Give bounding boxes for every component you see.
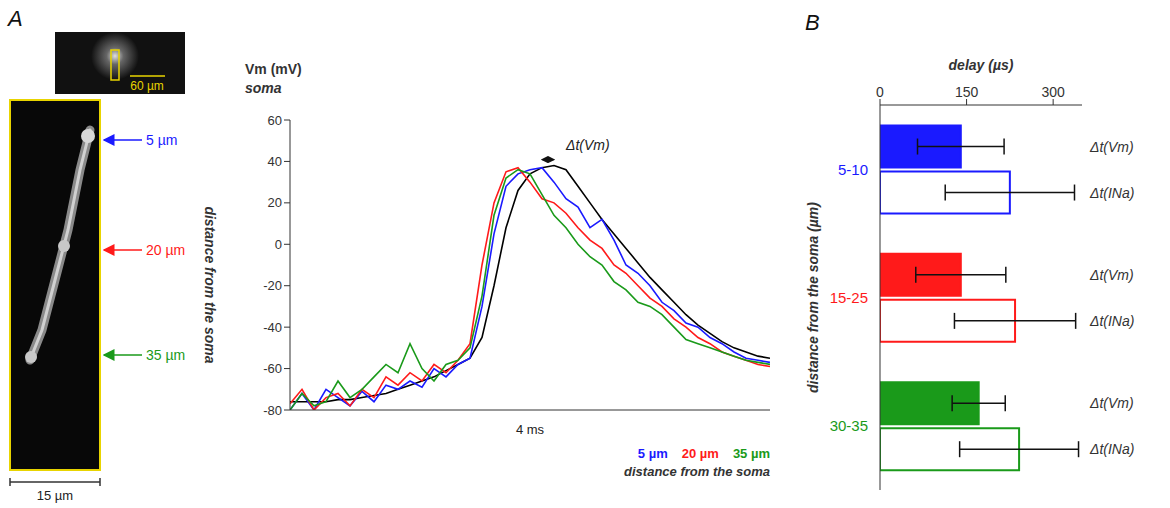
svg-text:20 µm: 20 µm (146, 242, 185, 258)
svg-text:15 µm: 15 µm (37, 488, 73, 503)
svg-text:-80: -80 (263, 403, 282, 418)
svg-text:soma: soma (245, 80, 282, 96)
svg-text:4 ms: 4 ms (516, 422, 545, 437)
svg-text:Δt(Vm): Δt(Vm) (1089, 139, 1134, 155)
svg-text:Δt(INa): Δt(INa) (1089, 313, 1134, 329)
svg-text:distance from the soma (µm): distance from the soma (µm) (805, 202, 821, 393)
html-text:distance from the soma: distance from the soma (624, 464, 770, 479)
svg-text:60 µm: 60 µm (130, 79, 164, 93)
svg-text:A: A (6, 6, 23, 31)
svg-text:5 µm: 5 µm (146, 132, 177, 148)
svg-text:Δt(INa): Δt(INa) (1089, 185, 1134, 201)
svg-text:35 µm: 35 µm (146, 347, 185, 363)
svg-text:30-35: 30-35 (830, 417, 868, 434)
svg-text:20: 20 (268, 195, 282, 210)
svg-text:40: 40 (268, 154, 282, 169)
svg-text:Δt(Vm): Δt(Vm) (1089, 395, 1134, 411)
svg-text:60: 60 (268, 113, 282, 128)
svg-text:150: 150 (955, 84, 979, 100)
svg-text:Δt(Vm): Δt(Vm) (1089, 267, 1134, 283)
svg-text:Δt(INa): Δt(INa) (1089, 441, 1134, 457)
svg-text:-20: -20 (263, 278, 282, 293)
svg-text:-60: -60 (263, 361, 282, 376)
html-text:5 µm: 5 µm (637, 446, 668, 461)
svg-text:Δt(Vm): Δt(Vm) (565, 137, 610, 153)
svg-text:300: 300 (1041, 84, 1065, 100)
svg-text:Vm (mV): Vm (mV) (245, 61, 302, 77)
svg-text:0: 0 (275, 237, 282, 252)
svg-text:distance from the soma: distance from the soma (202, 206, 218, 363)
svg-text:delay (µs): delay (µs) (949, 57, 1014, 73)
svg-text:5-10: 5-10 (838, 161, 868, 178)
svg-text:B: B (805, 10, 820, 35)
html-text:35 µm: 35 µm (732, 446, 770, 461)
svg-text:-40: -40 (263, 320, 282, 335)
svg-text:0: 0 (876, 84, 884, 100)
svg-text:15-25: 15-25 (830, 289, 868, 306)
html-text:20 µm: 20 µm (681, 446, 719, 461)
